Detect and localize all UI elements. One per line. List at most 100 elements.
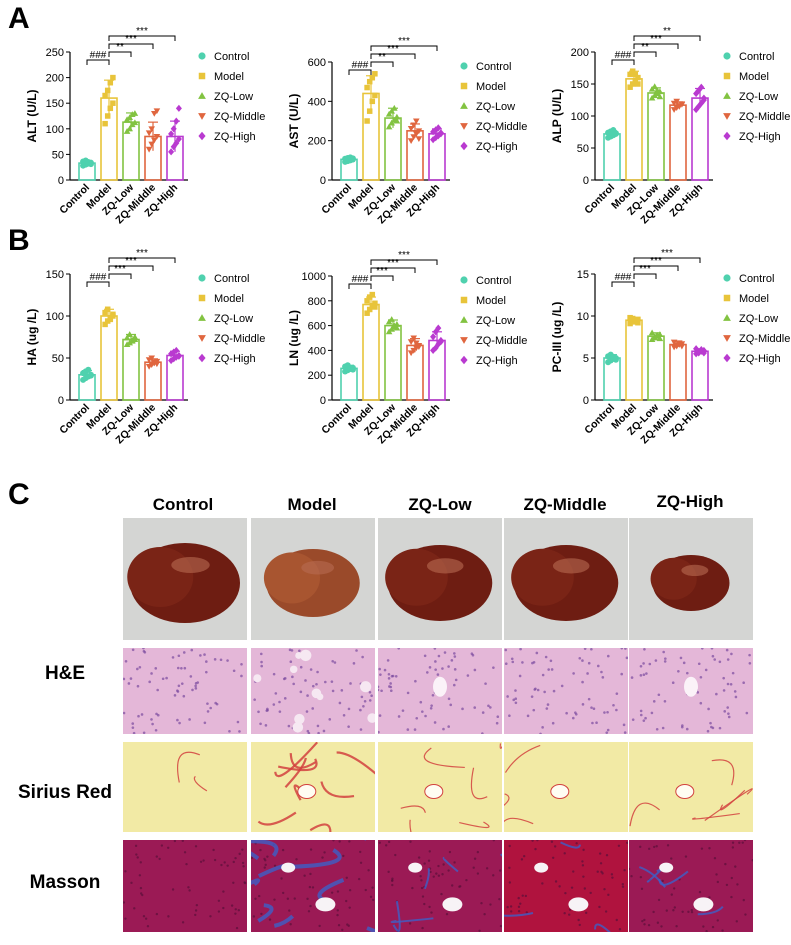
cell-nucleus bbox=[426, 671, 429, 674]
cell-nucleus bbox=[639, 664, 643, 668]
legend-entry: ZQ-Low bbox=[214, 313, 253, 325]
cell-nucleus bbox=[459, 885, 462, 888]
cell-nucleus bbox=[663, 660, 667, 663]
significance-bracket bbox=[633, 265, 679, 271]
cell-nucleus bbox=[643, 648, 646, 651]
cell-nucleus bbox=[226, 864, 229, 867]
y-tick-label: 100 bbox=[571, 111, 589, 123]
cell-nucleus bbox=[340, 689, 344, 692]
significance-bracket bbox=[108, 257, 176, 263]
cell-nucleus bbox=[304, 679, 307, 682]
significance-label: *** bbox=[398, 250, 410, 261]
cell-nucleus bbox=[409, 840, 412, 843]
cell-nucleus bbox=[711, 654, 715, 658]
cell-nucleus bbox=[414, 679, 417, 683]
cell-nucleus bbox=[338, 701, 342, 705]
cell-nucleus bbox=[440, 892, 443, 896]
legend-marker bbox=[198, 92, 206, 99]
cell-nucleus bbox=[423, 862, 426, 865]
cell-nucleus bbox=[647, 923, 651, 927]
cell-nucleus bbox=[177, 684, 181, 688]
legend-entry: ZQ-Middle bbox=[739, 333, 790, 345]
y-axis-label: AST (U/L) bbox=[287, 94, 301, 149]
cell-nucleus bbox=[711, 726, 715, 730]
cell-nucleus bbox=[699, 675, 703, 679]
cell-nucleus bbox=[639, 875, 643, 879]
tissue-background bbox=[123, 648, 247, 734]
data-point bbox=[410, 134, 417, 141]
data-point bbox=[410, 335, 417, 342]
cell-nucleus bbox=[473, 857, 477, 860]
sirius-image-zq-middle bbox=[504, 742, 628, 832]
masson-image-control bbox=[123, 840, 247, 932]
cell-nucleus bbox=[133, 907, 136, 910]
cell-nucleus bbox=[290, 649, 294, 652]
cell-nucleus bbox=[465, 878, 468, 882]
cell-nucleus bbox=[429, 706, 433, 710]
cell-nucleus bbox=[293, 897, 296, 900]
cell-nucleus bbox=[429, 870, 432, 874]
cell-nucleus bbox=[452, 683, 456, 687]
legend-entry: ZQ-Middle bbox=[476, 335, 527, 347]
vessel-lumen bbox=[534, 862, 549, 873]
data-point bbox=[173, 117, 180, 125]
cell-nucleus bbox=[568, 908, 572, 911]
cell-nucleus bbox=[485, 867, 489, 870]
cell-nucleus bbox=[378, 688, 380, 692]
cell-nucleus bbox=[240, 662, 243, 666]
data-point bbox=[635, 74, 641, 81]
data-point bbox=[349, 155, 356, 162]
cell-nucleus bbox=[251, 856, 254, 860]
bar-zq-high bbox=[691, 350, 709, 401]
data-point bbox=[629, 81, 636, 87]
bar-zq-low bbox=[647, 92, 665, 181]
significance-bracket bbox=[108, 273, 132, 279]
data-point bbox=[131, 119, 139, 126]
legend-entry: ZQ-Middle bbox=[739, 111, 790, 123]
cell-nucleus bbox=[596, 664, 600, 668]
cell-nucleus bbox=[665, 909, 668, 912]
cell-nucleus bbox=[307, 731, 311, 734]
cell-nucleus bbox=[232, 669, 236, 673]
cell-nucleus bbox=[194, 909, 198, 912]
vessel-lumen bbox=[550, 784, 570, 799]
data-point bbox=[173, 139, 180, 147]
cell-nucleus bbox=[710, 648, 714, 650]
data-point bbox=[123, 334, 131, 341]
cell-nucleus bbox=[238, 730, 241, 733]
legend-entry: Model bbox=[214, 71, 244, 83]
cell-nucleus bbox=[369, 895, 373, 899]
collagen-fiber bbox=[697, 905, 724, 916]
data-point bbox=[148, 141, 155, 148]
cell-nucleus bbox=[589, 891, 592, 895]
collagen-fiber bbox=[257, 811, 297, 826]
data-point bbox=[393, 117, 401, 124]
vessel-lumen bbox=[442, 897, 463, 912]
cell-nucleus bbox=[621, 882, 624, 886]
cell-nucleus bbox=[435, 872, 438, 875]
legend-entry: Model bbox=[476, 81, 506, 93]
cell-nucleus bbox=[190, 648, 194, 652]
legend-marker bbox=[460, 316, 468, 323]
cell-nucleus bbox=[259, 652, 263, 656]
he-image-control bbox=[123, 648, 247, 734]
cell-nucleus bbox=[191, 688, 194, 692]
legend-marker bbox=[198, 353, 206, 363]
cell-nucleus bbox=[283, 677, 287, 680]
cell-nucleus bbox=[448, 850, 452, 854]
cell-nucleus bbox=[623, 869, 626, 872]
y-tick-label: 150 bbox=[571, 79, 589, 91]
cell-nucleus bbox=[590, 706, 593, 709]
cell-nucleus bbox=[722, 689, 726, 692]
data-point bbox=[153, 361, 161, 368]
cell-nucleus bbox=[480, 901, 483, 905]
cell-nucleus bbox=[550, 668, 554, 671]
cell-nucleus bbox=[666, 844, 670, 847]
cell-nucleus bbox=[727, 712, 730, 715]
data-point bbox=[656, 93, 664, 100]
cell-nucleus bbox=[144, 917, 148, 920]
cell-nucleus bbox=[590, 648, 593, 651]
collagen-fiber bbox=[277, 758, 318, 772]
data-point bbox=[349, 366, 356, 373]
cell-nucleus bbox=[176, 689, 179, 692]
